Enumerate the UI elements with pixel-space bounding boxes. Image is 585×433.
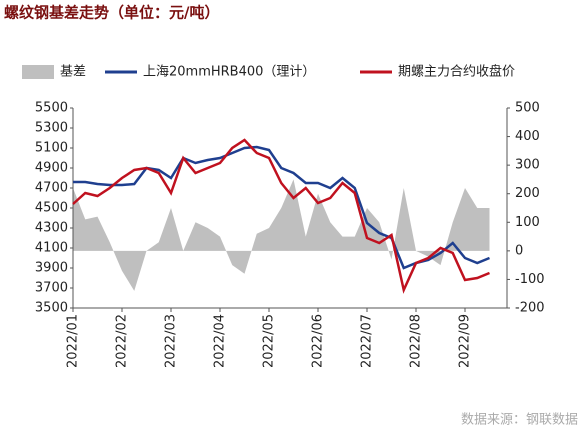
x-tick-label: 2022/06 bbox=[311, 314, 326, 368]
y-tick-label: 3700 bbox=[35, 281, 68, 296]
y-tick-label: 4100 bbox=[35, 241, 68, 256]
y-tick-label: 4900 bbox=[35, 161, 68, 176]
x-tick-label: 2022/02 bbox=[115, 314, 130, 368]
source: 数据来源：钢联数据 bbox=[461, 413, 578, 428]
legend-label: 期螺主力合约收盘价 bbox=[398, 64, 515, 80]
x-tick-label: 2022/09 bbox=[458, 314, 473, 368]
y2-tick-label: 200 bbox=[515, 186, 540, 201]
x-tick-label: 2022/07 bbox=[360, 314, 375, 368]
legend-label: 上海20mmHRB400（理计） bbox=[143, 65, 315, 80]
y2-tick-label: 300 bbox=[515, 158, 540, 173]
x-tick-label: 2022/03 bbox=[164, 314, 179, 368]
y2-tick-label: 100 bbox=[515, 215, 540, 230]
y-tick-label: 4500 bbox=[35, 201, 68, 216]
y-tick-label: 5500 bbox=[35, 101, 68, 116]
y2-tick-label: -200 bbox=[515, 301, 545, 316]
y-tick-label: 5100 bbox=[35, 141, 68, 156]
x-tick-label: 2022/08 bbox=[409, 314, 424, 368]
y2-tick-label: 0 bbox=[515, 243, 523, 258]
x-tick-label: 2022/01 bbox=[66, 314, 81, 368]
y-tick-label: 3500 bbox=[35, 301, 68, 316]
y-tick-label: 4700 bbox=[35, 181, 68, 196]
y-tick-label: 3900 bbox=[35, 261, 68, 276]
y-tick-label: 5300 bbox=[35, 121, 68, 136]
y2-tick-label: 400 bbox=[515, 129, 540, 144]
y2-tick-label: -100 bbox=[515, 272, 545, 287]
chart-title: 螺纹钢基差走势（单位：元/吨） bbox=[4, 4, 219, 22]
y-tick-label: 4300 bbox=[35, 221, 68, 236]
legend-swatch bbox=[22, 65, 54, 79]
price-line bbox=[72, 138, 490, 294]
x-tick-label: 2022/05 bbox=[262, 314, 277, 368]
legend-label: 基差 bbox=[60, 65, 86, 80]
basis-area bbox=[73, 179, 490, 291]
y2-tick-label: 500 bbox=[515, 101, 540, 116]
x-tick-label: 2022/04 bbox=[213, 314, 228, 368]
